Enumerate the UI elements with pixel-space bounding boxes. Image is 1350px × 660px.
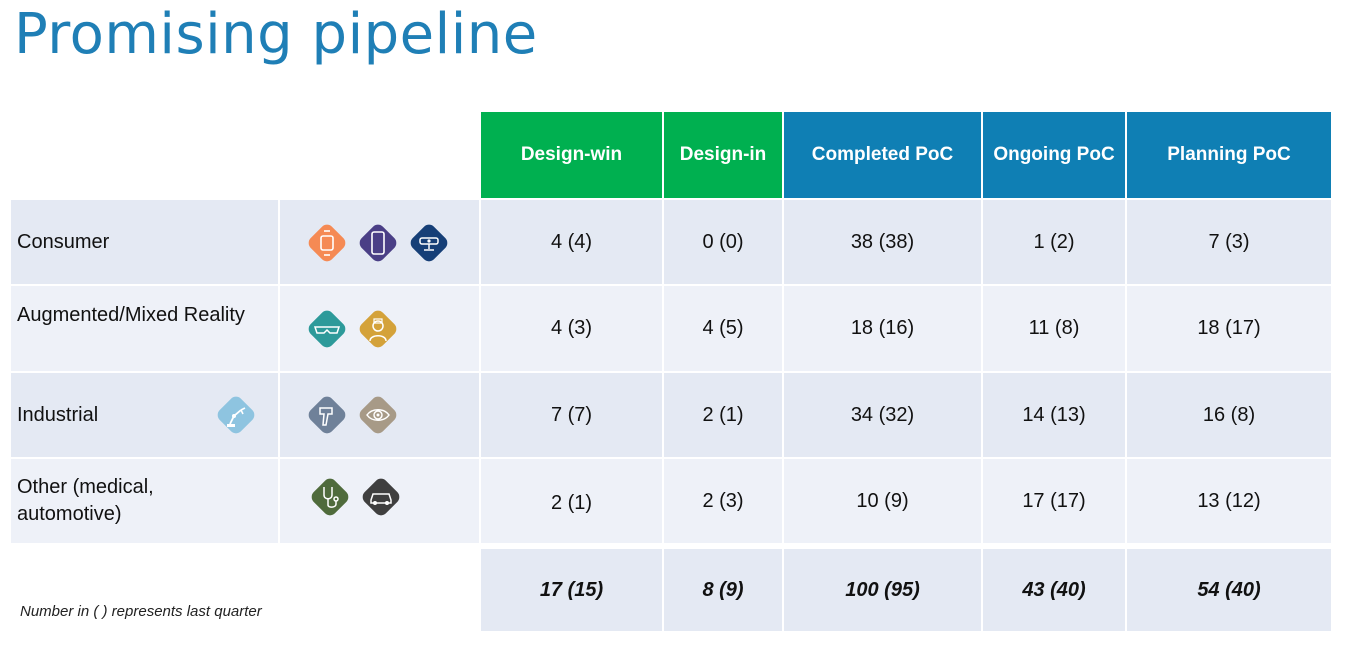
header-ongoing-poc: Ongoing PoC — [983, 112, 1125, 198]
footnote: Number in ( ) represents last quarter — [20, 603, 262, 620]
total-ongoing-poc: 43 (40) — [983, 549, 1125, 631]
cell-design-win: 4 (3) — [481, 286, 662, 371]
cell-completed-poc: 34 (32) — [784, 373, 981, 457]
header-planning-poc: Planning PoC — [1127, 112, 1331, 198]
total-planning-poc: 54 (40) — [1127, 549, 1331, 631]
cell-completed-poc: 10 (9) — [784, 459, 981, 543]
barcode-scanner-icon — [304, 392, 350, 438]
ar-glasses-icon — [304, 306, 350, 352]
cell-design-in: 2 (3) — [664, 459, 782, 543]
headset-person-icon — [355, 306, 401, 352]
cell-completed-poc: 38 (38) — [784, 200, 981, 284]
header-completed-poc: Completed PoC — [784, 112, 981, 198]
cell-ongoing-poc: 11 (8) — [983, 286, 1125, 371]
cell-planning-poc: 16 (8) — [1127, 373, 1331, 457]
header-design-win: Design-win — [481, 112, 662, 198]
page-title: Promising pipeline — [14, 2, 538, 67]
header-design-in: Design-in — [664, 112, 782, 198]
total-completed-poc: 100 (95) — [784, 549, 981, 631]
total-design-win: 17 (15) — [481, 549, 662, 631]
cell-ongoing-poc: 1 (2) — [983, 200, 1125, 284]
stethoscope-icon — [307, 474, 353, 520]
cell-design-in: 4 (5) — [664, 286, 782, 371]
cell-planning-poc: 7 (3) — [1127, 200, 1331, 284]
car-icon — [358, 474, 404, 520]
eye-scan-icon — [355, 392, 401, 438]
cell-planning-poc: 18 (17) — [1127, 286, 1331, 371]
cell-ongoing-poc: 17 (17) — [983, 459, 1125, 543]
smartphone-icon — [355, 220, 401, 266]
cell-design-win: 2 (1) — [481, 459, 662, 543]
row-label-other: Other (medical, automotive) — [11, 459, 278, 543]
robot-arm-icon — [213, 392, 259, 438]
cell-planning-poc: 13 (12) — [1127, 459, 1331, 543]
cell-ongoing-poc: 14 (13) — [983, 373, 1125, 457]
camera-device-icon — [406, 220, 452, 266]
cell-design-in: 2 (1) — [664, 373, 782, 457]
cell-design-in: 0 (0) — [664, 200, 782, 284]
cell-design-win: 7 (7) — [481, 373, 662, 457]
row-label-augmented-mixed-reality: Augmented/Mixed Reality — [11, 286, 278, 371]
cell-completed-poc: 18 (16) — [784, 286, 981, 371]
smartwatch-icon — [304, 220, 350, 266]
row-label-consumer: Consumer — [11, 200, 278, 284]
total-design-in: 8 (9) — [664, 549, 782, 631]
cell-design-win: 4 (4) — [481, 200, 662, 284]
